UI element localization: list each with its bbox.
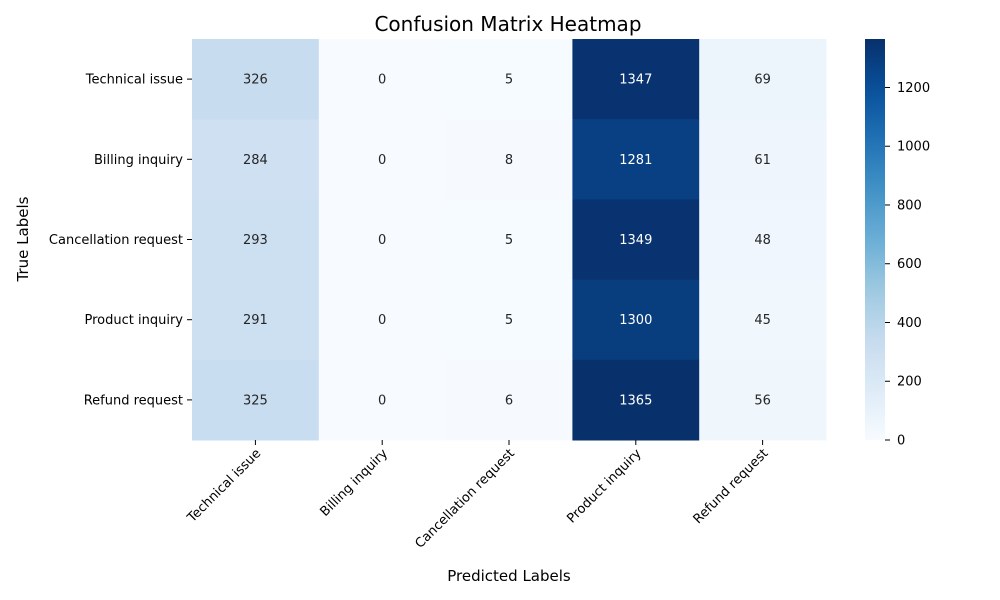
heatmap-cell-value: 0 bbox=[378, 313, 386, 328]
heatmap-cell bbox=[192, 359, 320, 441]
x-tick-label: Technical issue bbox=[184, 446, 264, 526]
x-tick-label: Billing inquiry bbox=[318, 446, 392, 520]
heatmap-cell-value: 5 bbox=[505, 313, 513, 328]
colorbar-tick-label: 0 bbox=[897, 434, 905, 449]
heatmap-cell bbox=[445, 279, 573, 361]
heatmap-cell bbox=[318, 199, 447, 281]
x-tick-label: Product inquiry bbox=[564, 446, 644, 526]
heatmap-cell-value: 5 bbox=[505, 73, 513, 88]
colorbar-gradient bbox=[865, 39, 885, 440]
heatmap-cell-labels: 326 0 5 1347 69 284 0 8 1281 61 293 0 5 1349 48 291 0 5 13… bbox=[243, 73, 771, 409]
heatmap-cell bbox=[572, 279, 700, 361]
heatmap-cell bbox=[192, 39, 320, 120]
heatmap-cell bbox=[192, 119, 320, 200]
chart-title: Confusion Matrix Heatmap bbox=[374, 12, 641, 36]
heatmap-cell-value: 1349 bbox=[619, 233, 652, 248]
heatmap-cell-value: 326 bbox=[243, 73, 268, 88]
heatmap-cell-value: 61 bbox=[754, 153, 771, 168]
heatmap-cell-value: 0 bbox=[378, 73, 386, 88]
heatmap-cell bbox=[572, 119, 700, 200]
y-tick-label: Cancellation request bbox=[49, 233, 183, 248]
heatmap-cell bbox=[572, 199, 700, 281]
heatmap-cell-value: 1281 bbox=[619, 153, 652, 168]
heatmap-cell bbox=[318, 279, 447, 361]
heatmap-cell-value: 284 bbox=[243, 153, 268, 168]
heatmap-cell bbox=[699, 359, 827, 441]
heatmap-cell-value: 6 bbox=[505, 393, 513, 408]
colorbar-tick-label: 600 bbox=[897, 257, 922, 272]
heatmap-cell bbox=[192, 199, 320, 281]
heatmap-cell bbox=[445, 39, 573, 120]
y-tick-label: Product inquiry bbox=[85, 313, 184, 328]
heatmap-cell bbox=[192, 279, 320, 361]
colorbar-ticks: 0 200 400 600 800 1000 1200 bbox=[885, 81, 930, 449]
x-tick-label: Cancellation request bbox=[412, 446, 517, 551]
heatmap-cell-value: 0 bbox=[378, 153, 386, 168]
heatmap-cell bbox=[699, 39, 827, 120]
x-axis-label: Predicted Labels bbox=[447, 567, 571, 585]
heatmap-cell-value: 325 bbox=[243, 393, 268, 408]
heatmap-cell-value: 8 bbox=[505, 153, 513, 168]
heatmap-cell bbox=[445, 119, 573, 200]
heatmap-cell bbox=[572, 359, 700, 441]
heatmap-cell-value: 45 bbox=[754, 313, 771, 328]
heatmap-cell bbox=[445, 359, 573, 441]
heatmap-cell-value: 1365 bbox=[619, 393, 652, 408]
heatmap-cell bbox=[572, 39, 700, 120]
heatmap-cell-value: 293 bbox=[243, 233, 268, 248]
heatmap-cell bbox=[318, 359, 447, 441]
colorbar-tick-label: 400 bbox=[897, 316, 922, 331]
x-tick-label: Refund request bbox=[691, 446, 772, 527]
heatmap-cell-value: 56 bbox=[754, 393, 771, 408]
y-tick-label: Technical issue bbox=[85, 73, 183, 88]
heatmap-cells bbox=[192, 39, 827, 441]
colorbar-tick-label: 1200 bbox=[897, 81, 930, 96]
heatmap-cell bbox=[699, 199, 827, 281]
colorbar-tick-label: 1000 bbox=[897, 140, 930, 155]
heatmap-cell-value: 48 bbox=[754, 233, 771, 248]
colorbar: 0 200 400 600 800 1000 1200 bbox=[865, 39, 930, 449]
y-axis-label: True Labels bbox=[14, 196, 32, 282]
heatmap-cell bbox=[318, 119, 447, 200]
heatmap-cell-value: 0 bbox=[378, 393, 386, 408]
heatmap-cell-value: 69 bbox=[754, 73, 771, 88]
heatmap-cell-value: 1347 bbox=[619, 73, 652, 88]
y-tick-label: Refund request bbox=[84, 393, 183, 408]
colorbar-tick-label: 200 bbox=[897, 375, 922, 390]
heatmap-cell-value: 291 bbox=[243, 313, 268, 328]
heatmap-cell bbox=[445, 199, 573, 281]
x-axis-ticks: Technical issue Billing inquiry Cancellati… bbox=[184, 440, 771, 552]
y-tick-label: Billing inquiry bbox=[94, 153, 183, 168]
colorbar-tick-label: 800 bbox=[897, 198, 922, 213]
heatmap-cell bbox=[699, 119, 827, 200]
y-axis-ticks: Technical issue Billing inquiry Cancellati… bbox=[49, 73, 192, 408]
heatmap-cell-value: 1300 bbox=[619, 313, 652, 328]
heatmap-cell-value: 5 bbox=[505, 233, 513, 248]
heatmap-cell-value: 0 bbox=[378, 233, 386, 248]
heatmap-cell bbox=[318, 39, 447, 120]
heatmap-cell bbox=[699, 279, 827, 361]
